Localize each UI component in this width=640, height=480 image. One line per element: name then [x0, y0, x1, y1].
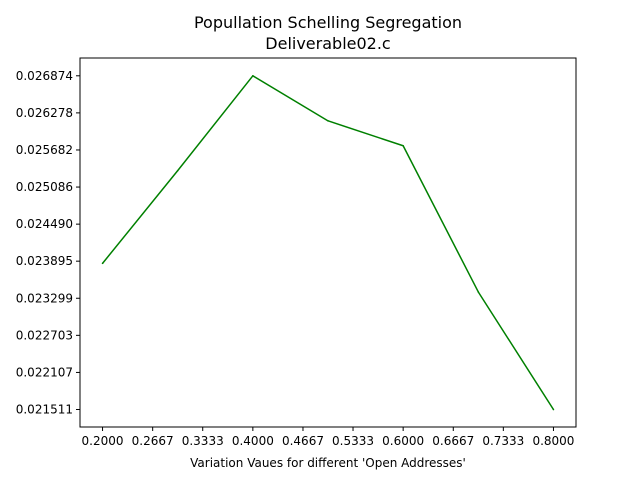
data-point	[402, 144, 404, 147]
data-point	[101, 262, 104, 265]
x-tick-label: 0.4000	[232, 434, 274, 448]
y-tick-label: 0.022107	[16, 365, 73, 379]
y-tick-label: 0.024490	[16, 217, 73, 231]
x-tick-label: 0.5333	[332, 434, 374, 448]
series-line	[101, 75, 555, 410]
x-tick-label: 0.6000	[382, 434, 424, 448]
series-group	[101, 74, 555, 411]
x-axis-label: Variation Vaues for different 'Open Addr…	[190, 456, 466, 470]
y-tick-label: 0.023895	[16, 254, 73, 268]
y-tick-label: 0.021511	[16, 403, 73, 417]
y-tick-label: 0.026278	[16, 106, 73, 120]
y-axis-ticks: 0.021511 0.022107 0.022703 0.023299 0.023895…	[16, 69, 80, 417]
x-tick-label: 0.7333	[482, 434, 524, 448]
x-axis-ticks: 0.2000 0.2667 0.3333 0.4000 0.4667 0.5333 0.60…	[82, 427, 574, 448]
x-tick-label: 0.3333	[182, 434, 224, 448]
y-tick-label: 0.022703	[16, 328, 73, 342]
chart-title: Popullation Schelling Segregation	[194, 13, 462, 32]
x-tick-label: 0.6667	[432, 434, 474, 448]
data-point	[176, 169, 179, 172]
y-tick-label: 0.025682	[16, 143, 73, 157]
y-tick-label: 0.023299	[16, 291, 73, 305]
plot-frame	[79, 57, 577, 428]
data-point	[477, 291, 480, 293]
y-tick-label: 0.026874	[16, 69, 73, 83]
data-point	[252, 74, 254, 77]
chart-subtitle: Deliverable02.c	[265, 34, 390, 53]
x-tick-label: 0.2667	[132, 434, 174, 448]
x-tick-label: 0.4667	[282, 434, 324, 448]
x-tick-label: 0.2000	[82, 434, 124, 448]
data-point	[327, 120, 329, 122]
y-tick-label: 0.025086	[16, 180, 73, 194]
x-tick-label: 0.8000	[532, 434, 574, 448]
data-point	[552, 408, 555, 411]
